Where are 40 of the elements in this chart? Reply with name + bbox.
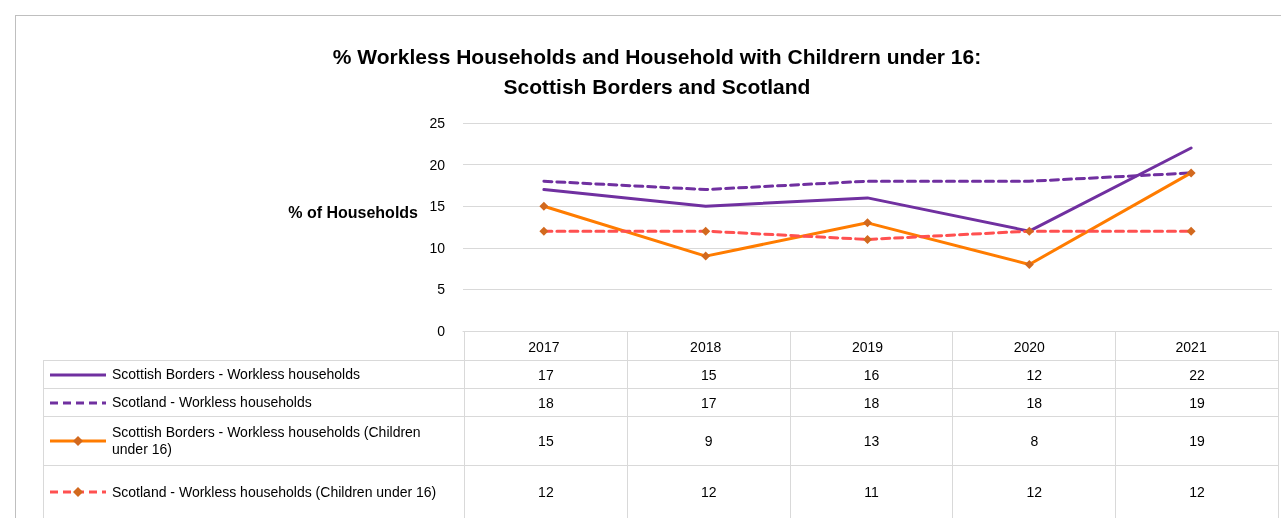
y-tick-label: 0 — [437, 323, 446, 339]
data-label: 12 — [952, 465, 1116, 518]
y-tick-label: 5 — [437, 281, 446, 298]
data-label: 18 — [952, 388, 1116, 417]
legend-label: Scotland - Workless households (Children under 16) — [112, 483, 437, 501]
legend-label: Scottish Borders - Workless households — [112, 366, 360, 383]
data-label: 17 — [464, 360, 628, 389]
data-label: 9 — [627, 416, 791, 466]
y-tick-label: 25 — [429, 115, 446, 131]
legend-label: Scotland - Workless households — [112, 394, 312, 411]
y-tick-label: 15 — [429, 198, 446, 215]
data-label: 12 — [464, 465, 628, 518]
y-tick-label: 10 — [429, 239, 446, 256]
data-label: 16 — [790, 360, 953, 389]
data-label: 19 — [1115, 388, 1279, 417]
x-tick-label: 2021 — [1175, 339, 1207, 355]
data-label: 19 — [1115, 416, 1279, 466]
point — [701, 251, 711, 261]
data-label: 11 — [790, 465, 953, 518]
x-tick-label: 2018 — [690, 339, 722, 355]
x-tick-label: 2019 — [851, 339, 884, 355]
x-tick-label: 2017 — [528, 339, 560, 355]
data-label: 13 — [790, 416, 953, 466]
data-label: 12 — [1115, 465, 1279, 518]
data-label: 18 — [464, 388, 628, 417]
point — [1024, 259, 1034, 269]
point — [539, 201, 549, 211]
point — [863, 218, 872, 228]
chart-title: % Workless Households and Household with Childrern under 16: Scottish Borders and Scotland — [332, 44, 982, 98]
data-label: 12 — [952, 360, 1116, 389]
data-label: 18 — [790, 388, 953, 417]
legend-label: Scottish Borders - Workless households (Children under 16) — [112, 424, 422, 458]
data-label: 8 — [952, 416, 1116, 466]
data-label: 17 — [627, 388, 791, 417]
data-label: 22 — [1115, 360, 1279, 389]
y-axis-title: % of Households — [288, 203, 419, 221]
data-label: 12 — [627, 465, 791, 518]
data-label: 15 — [627, 360, 791, 389]
x-tick-label: 2020 — [1013, 339, 1046, 355]
y-tick-label: 20 — [429, 156, 446, 173]
